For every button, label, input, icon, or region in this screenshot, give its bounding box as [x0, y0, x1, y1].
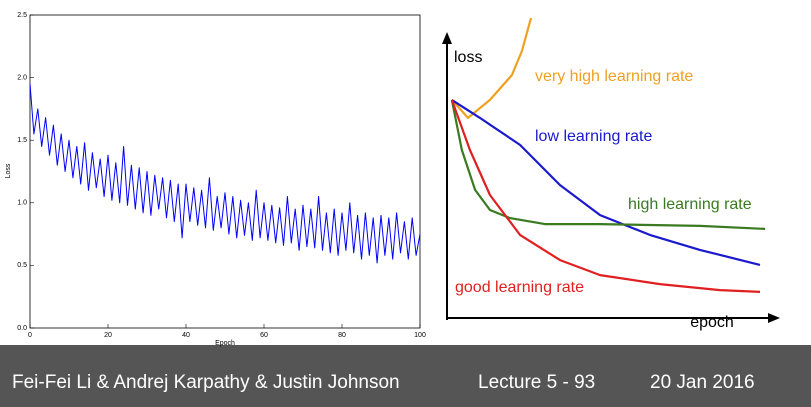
line-series: [29, 83, 421, 264]
series-label: low learning rate: [535, 128, 653, 145]
x-axis-label: Epoch: [215, 340, 235, 347]
y-tick-label: 1.0: [17, 200, 27, 207]
y-tick-label: 2.5: [17, 12, 27, 19]
y-tick-label: 0.5: [17, 262, 27, 269]
x-tick-label: 20: [104, 332, 112, 339]
x-tick-label: 0: [28, 332, 32, 339]
line-series: [451, 17, 533, 119]
y-tick-label: 1.5: [17, 137, 27, 144]
x-tick-label: 80: [338, 332, 346, 339]
y-axis-label: Loss: [5, 163, 12, 178]
line-series: [451, 98, 761, 266]
y-tick-label: 2.0: [17, 74, 27, 81]
y-tick-label: 0.0: [17, 325, 27, 332]
series-label: good learning rate: [455, 279, 584, 296]
x-tick-label: 40: [182, 332, 190, 339]
plot-frame: [29, 14, 421, 329]
x-tick-label: 60: [260, 332, 268, 339]
schematic-axes: [442, 32, 780, 323]
series-label: high learning rate: [628, 196, 752, 213]
line-series: [450, 99, 766, 230]
footer-date: 20 Jan 2016: [650, 372, 755, 393]
footer-bar: [0, 345, 811, 407]
x-tick-label: 100: [414, 332, 426, 339]
series-label: very high learning rate: [535, 68, 693, 85]
footer-lecture: Lecture 5 - 93: [478, 372, 595, 393]
line-series: [450, 99, 761, 293]
x-axis-label: epoch: [690, 314, 734, 331]
footer-authors: Fei-Fei Li & Andrej Karpathy & Justin Jo…: [12, 372, 400, 393]
y-axis-label: loss: [454, 49, 482, 66]
